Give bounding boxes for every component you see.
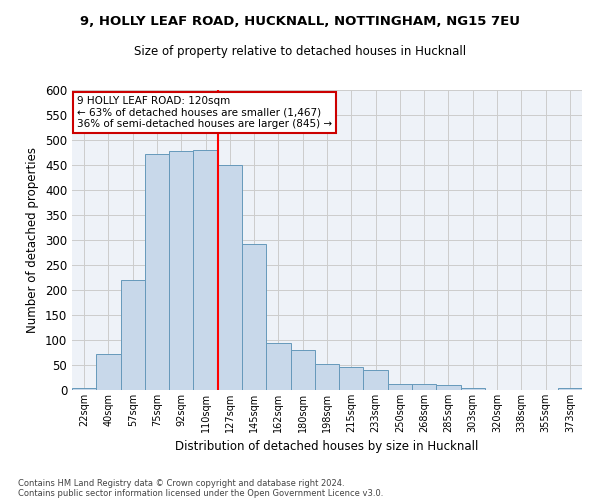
X-axis label: Distribution of detached houses by size in Hucknall: Distribution of detached houses by size … xyxy=(175,440,479,454)
Bar xyxy=(364,370,388,390)
Bar xyxy=(218,165,242,390)
Bar xyxy=(388,384,412,390)
Bar xyxy=(145,154,169,390)
Bar xyxy=(315,364,339,390)
Bar xyxy=(412,384,436,390)
Bar xyxy=(72,388,96,390)
Text: 9, HOLLY LEAF ROAD, HUCKNALL, NOTTINGHAM, NG15 7EU: 9, HOLLY LEAF ROAD, HUCKNALL, NOTTINGHAM… xyxy=(80,15,520,28)
Bar xyxy=(436,385,461,390)
Bar xyxy=(193,150,218,390)
Bar xyxy=(96,354,121,390)
Bar xyxy=(339,367,364,390)
Text: Contains HM Land Registry data © Crown copyright and database right 2024.: Contains HM Land Registry data © Crown c… xyxy=(18,478,344,488)
Bar xyxy=(290,350,315,390)
Y-axis label: Number of detached properties: Number of detached properties xyxy=(26,147,40,333)
Text: 9 HOLLY LEAF ROAD: 120sqm
← 63% of detached houses are smaller (1,467)
36% of se: 9 HOLLY LEAF ROAD: 120sqm ← 63% of detac… xyxy=(77,96,332,129)
Bar xyxy=(266,342,290,390)
Bar xyxy=(169,151,193,390)
Text: Size of property relative to detached houses in Hucknall: Size of property relative to detached ho… xyxy=(134,45,466,58)
Bar xyxy=(461,388,485,390)
Text: Contains public sector information licensed under the Open Government Licence v3: Contains public sector information licen… xyxy=(18,488,383,498)
Bar xyxy=(121,280,145,390)
Bar xyxy=(558,388,582,390)
Bar xyxy=(242,244,266,390)
